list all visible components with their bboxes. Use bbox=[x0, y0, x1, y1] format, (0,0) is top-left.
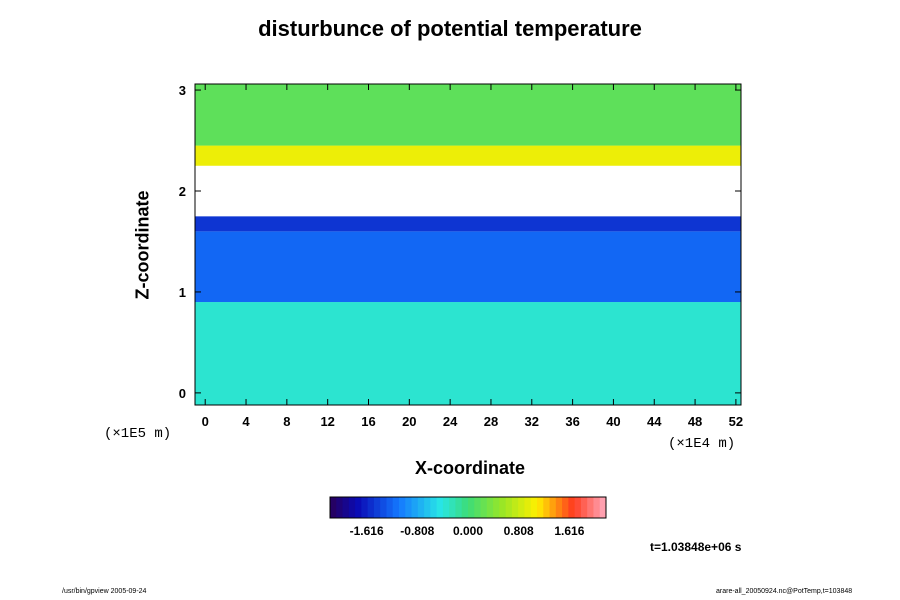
z-unit-label: (×1E5 m) bbox=[104, 426, 172, 442]
colorbar-cell bbox=[518, 497, 525, 518]
colorbar-cell bbox=[455, 497, 463, 518]
y-tick-label: 2 bbox=[179, 184, 186, 199]
colorbar-cell bbox=[373, 497, 381, 518]
x-tick-label: 48 bbox=[688, 414, 702, 429]
colorbar-cell bbox=[399, 497, 406, 518]
colorbar: -1.616 -0.808 0.000 0.808 1.616 bbox=[329, 496, 607, 538]
colorbar-cell bbox=[442, 497, 450, 518]
colorbar-cell bbox=[505, 497, 513, 518]
colorbar-tick-label: -0.808 bbox=[400, 524, 434, 538]
colorbar-cell bbox=[593, 497, 601, 518]
colorbar-cell bbox=[336, 497, 344, 518]
colorbar-cell bbox=[468, 497, 475, 518]
field-band bbox=[195, 145, 741, 166]
colorbar-cell bbox=[511, 497, 519, 518]
x-tick-label: 24 bbox=[443, 414, 458, 429]
colorbar-cell bbox=[405, 497, 413, 518]
colorbar-cell bbox=[474, 497, 482, 518]
x-tick-label: 40 bbox=[606, 414, 620, 429]
colorbar-cell bbox=[461, 497, 469, 518]
colorbar-cell bbox=[555, 497, 563, 518]
colorbar-cell bbox=[392, 497, 400, 518]
y-tick-label: 1 bbox=[179, 285, 186, 300]
colorbar-cell bbox=[449, 497, 456, 518]
x-tick-label: 28 bbox=[484, 414, 498, 429]
colorbar-cell bbox=[580, 497, 588, 518]
chart-title: disturbunce of potential temperature bbox=[258, 16, 642, 41]
colorbar-tick-label: 1.616 bbox=[554, 524, 584, 538]
field-band bbox=[195, 302, 741, 405]
colorbar-cell bbox=[587, 497, 594, 518]
x-tick-label: 20 bbox=[402, 414, 416, 429]
colorbar-cell bbox=[493, 497, 500, 518]
footer-right: arare-all_20050924.nc@PotTemp,t=103848 bbox=[716, 588, 853, 595]
colorbar-cell bbox=[480, 497, 488, 518]
colorbar-cell bbox=[574, 497, 582, 518]
y-tick-label: 3 bbox=[179, 83, 186, 98]
x-tick-label: 32 bbox=[525, 414, 539, 429]
field-band bbox=[195, 165, 741, 217]
plot-frame bbox=[194, 83, 742, 406]
x-unit-label: (×1E4 m) bbox=[668, 436, 736, 452]
colorbar-frame bbox=[329, 496, 607, 519]
colorbar-cell bbox=[424, 497, 431, 518]
colorbar-tick-label: 0.000 bbox=[453, 524, 483, 538]
colorbar-cell bbox=[361, 497, 369, 518]
colorbar-cell bbox=[486, 497, 494, 518]
colorbar-cell bbox=[348, 497, 356, 518]
colorbar-cell bbox=[430, 497, 438, 518]
colorbar-cell bbox=[568, 497, 576, 518]
colorbar-cell bbox=[342, 497, 350, 518]
y-axis-label: Z-coordinate bbox=[132, 190, 153, 300]
field-band bbox=[195, 84, 741, 146]
footer-left: /usr/bin/gpview 2005-09-24 bbox=[62, 588, 147, 595]
x-tick-label: 8 bbox=[283, 414, 290, 429]
colorbar-cell bbox=[499, 497, 507, 518]
colorbar-cell bbox=[386, 497, 394, 518]
x-axis-label: X-coordinate bbox=[414, 458, 525, 478]
plot-area bbox=[195, 84, 741, 405]
x-tick-label: 36 bbox=[565, 414, 579, 429]
colorbar-cell bbox=[355, 497, 362, 518]
colorbar-cell bbox=[330, 497, 337, 518]
colorbar-tick-label: 0.808 bbox=[504, 524, 534, 538]
time-label: t=1.03848e+06 s bbox=[650, 540, 742, 554]
colorbar-cell bbox=[367, 497, 375, 518]
x-tick-label: 44 bbox=[647, 414, 662, 429]
field-band bbox=[195, 216, 741, 232]
colorbar-cell bbox=[524, 497, 532, 518]
colorbar-cell bbox=[543, 497, 551, 518]
x-tick-label: 0 bbox=[202, 414, 209, 429]
x-tick-label: 4 bbox=[242, 414, 250, 429]
field-band bbox=[195, 231, 741, 303]
colorbar-cell bbox=[549, 497, 557, 518]
colorbar-cell bbox=[411, 497, 419, 518]
x-tick-label: 16 bbox=[361, 414, 375, 429]
colorbar-cell bbox=[417, 497, 425, 518]
y-tick-label: 0 bbox=[179, 386, 186, 401]
colorbar-cell bbox=[562, 497, 569, 518]
colorbar-cell bbox=[380, 497, 387, 518]
colorbar-cell bbox=[436, 497, 444, 518]
colorbar-cell bbox=[537, 497, 544, 518]
x-tick-label: 52 bbox=[729, 414, 743, 429]
colorbar-cell bbox=[599, 497, 607, 518]
x-tick-label: 12 bbox=[320, 414, 334, 429]
colorbar-cell bbox=[530, 497, 538, 518]
colorbar-tick-label: -1.616 bbox=[350, 524, 384, 538]
